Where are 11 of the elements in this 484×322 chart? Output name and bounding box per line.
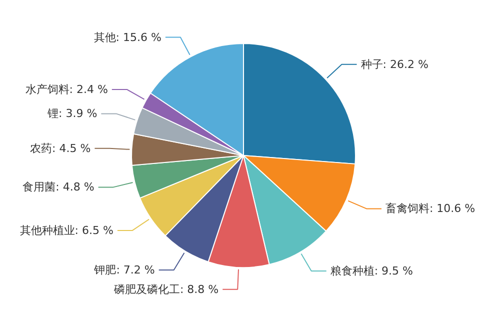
slice-label: 种子: 26.2 %	[360, 58, 428, 71]
slice-label: 食用菌: 4.8 %	[22, 180, 94, 194]
slice-label: 其他: 15.6 %	[94, 30, 162, 44]
slice-label: 其他种植业: 6.5 %	[20, 224, 114, 237]
slice-label: 钾肥: 7.2 %	[93, 263, 155, 276]
slice-label: 锂: 3.9 %	[46, 107, 98, 120]
slice-label: 农药: 4.5 %	[30, 142, 91, 155]
slice-label: 畜禽饲料: 10.6 %	[385, 202, 476, 216]
slice-label: 粮食种植: 9.5 %	[330, 264, 414, 278]
slice-label: 磷肥及磷化工: 8.8 %	[112, 282, 219, 296]
slice-label: 水产饲料: 2.4 %	[25, 82, 108, 96]
